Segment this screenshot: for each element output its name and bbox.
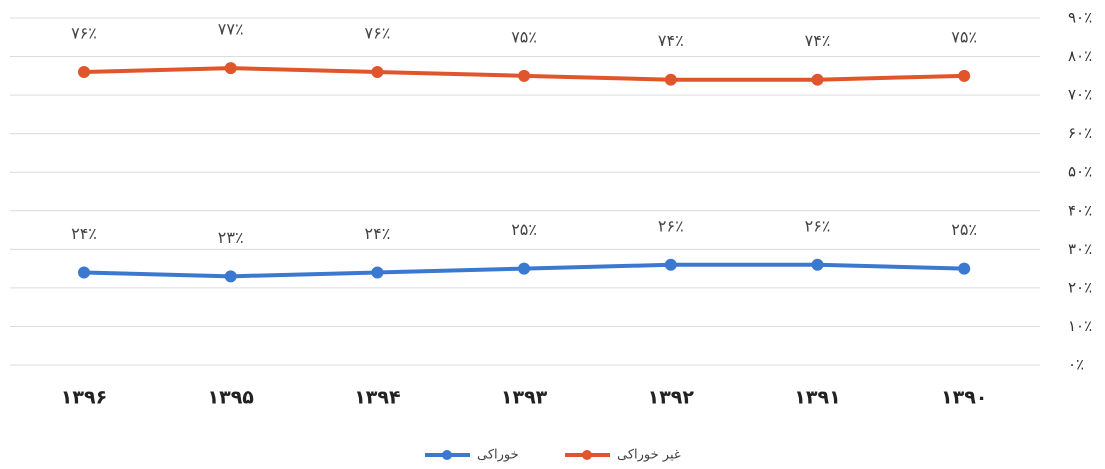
y-tick-label: ۳۰٪ [1068,240,1092,258]
legend-label: خوراکی [477,448,519,463]
x-tick-label: ۱۳۹۳ [501,387,548,409]
data-label: ۲۵٪ [951,220,977,239]
data-point [811,73,824,86]
legend-marker [442,450,452,460]
y-tick-label: ۴۰٪ [1068,201,1092,219]
legend-label: غیر خوراکی [617,448,681,463]
data-point [371,266,384,279]
data-point [958,262,971,275]
data-point [224,62,237,75]
y-tick-label: ۹۰٪ [1068,9,1092,27]
data-point [518,262,531,275]
data-point [664,258,677,271]
data-point [664,73,677,86]
x-tick-label: ۱۳۹۴ [354,387,400,409]
data-point [78,266,90,279]
data-label: ۲۶٪ [658,216,684,235]
data-label: ۷۵٪ [511,27,537,46]
y-tick-label: ۸۰٪ [1068,47,1092,65]
y-tick-label: ۱۰٪ [1068,317,1092,335]
y-tick-label: ۶۰٪ [1068,124,1092,142]
data-label: ۷۴٪ [805,31,831,50]
data-point [224,270,237,283]
data-label: ۷۶٪ [365,23,391,42]
data-label: ۷۶٪ [71,23,97,42]
x-tick-label: ۱۳۹۶ [61,387,107,409]
data-label: ۷۷٪ [218,20,244,39]
y-tick-label: ۰٪ [1068,356,1084,374]
y-tick-label: ۵۰٪ [1068,163,1092,181]
data-label: ۲۳٪ [218,228,244,247]
y-tick-label: ۲۰٪ [1068,278,1092,296]
data-point [958,69,971,82]
data-point [518,69,531,82]
data-label: ۲۴٪ [365,224,391,243]
data-label: ۷۵٪ [951,27,977,46]
x-tick-label: ۱۳۹۱ [794,387,840,409]
y-tick-label: ۷۰٪ [1068,86,1092,104]
legend-marker [582,450,592,460]
x-tick-label: ۱۳۹۰ [941,387,987,409]
data-label: ۲۵٪ [511,220,537,239]
data-point [811,258,824,271]
data-label: ۲۴٪ [71,224,97,243]
data-point [371,65,384,78]
x-tick-label: ۱۳۹۲ [648,387,695,409]
data-label: ۲۶٪ [805,216,831,235]
data-point [78,65,90,78]
x-tick-label: ۱۳۹۵ [208,387,255,409]
data-label: ۷۴٪ [658,31,684,50]
